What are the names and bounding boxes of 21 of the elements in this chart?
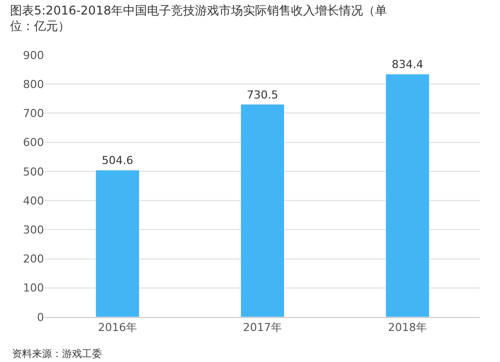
data-label: 730.5	[246, 88, 278, 102]
y-tick-label: 100	[23, 282, 44, 295]
y-tick-label: 0	[37, 310, 44, 324]
y-tick-label: 500	[23, 165, 44, 178]
y-tick-label: 400	[23, 194, 44, 208]
y-tick-label: 300	[23, 224, 44, 237]
data-label: 504.6	[102, 154, 134, 168]
bar	[240, 104, 284, 317]
y-tick-label: 700	[23, 107, 44, 120]
y-tick-label: 600	[23, 136, 44, 150]
x-tick-label: 2018年	[388, 321, 427, 334]
y-tick-label: 800	[23, 78, 44, 91]
x-tick-label: 2016年	[98, 321, 137, 334]
x-tick-label: 2017年	[243, 321, 282, 334]
bar	[96, 170, 140, 317]
bar	[386, 74, 430, 317]
y-tick-label: 900	[23, 48, 44, 62]
text: 资料来源：游戏工委	[12, 348, 102, 360]
y-tick-label: 200	[23, 252, 44, 266]
chart-title: 图表5:2016-2018年中国电子竞技游戏市场实际销售收入增长情况（单位：亿元）	[10, 3, 388, 34]
data-label: 834.4	[392, 58, 424, 72]
